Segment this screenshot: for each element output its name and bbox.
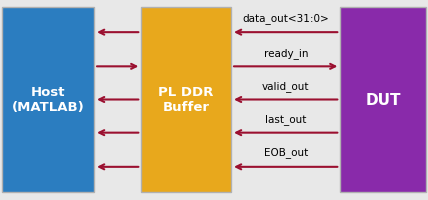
Bar bbox=[141, 8, 231, 192]
Text: last_out: last_out bbox=[265, 114, 306, 124]
Text: DUT: DUT bbox=[366, 93, 401, 107]
Text: Host
(MATLAB): Host (MATLAB) bbox=[12, 86, 84, 114]
Bar bbox=[2, 8, 94, 192]
Bar bbox=[340, 8, 426, 192]
Text: data_out<31:0>: data_out<31:0> bbox=[243, 13, 329, 23]
Text: PL DDR
Buffer: PL DDR Buffer bbox=[158, 86, 214, 114]
Text: EOB_out: EOB_out bbox=[264, 147, 308, 157]
Text: ready_in: ready_in bbox=[264, 48, 308, 58]
Text: valid_out: valid_out bbox=[262, 81, 309, 91]
